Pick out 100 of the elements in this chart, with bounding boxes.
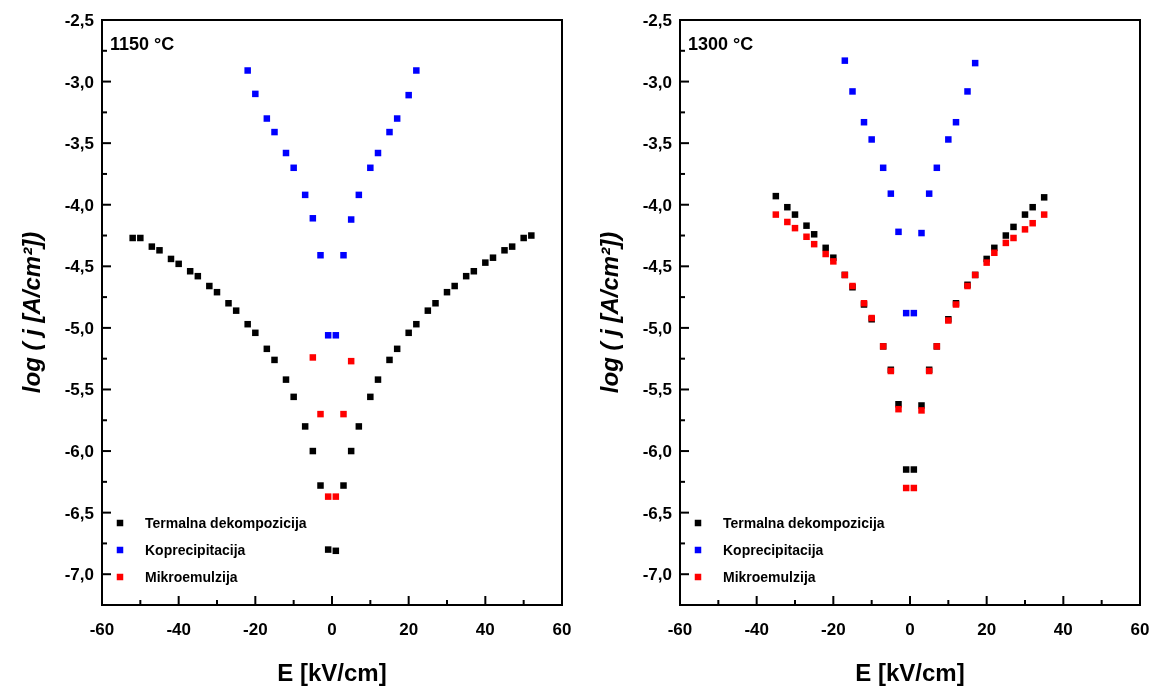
point [849, 88, 856, 95]
y-tick-label: -4,0 [64, 195, 94, 215]
point [301, 423, 309, 430]
x-axis-title: E [kV/cm] [277, 659, 387, 686]
point [206, 282, 213, 290]
y-axis-title: log ( j [A/cm²]) [596, 231, 623, 394]
y-tick-label: -3,0 [642, 72, 672, 92]
point [1021, 226, 1029, 233]
point [355, 423, 363, 430]
point [895, 228, 902, 236]
legend-label: Koprecipitacija [723, 541, 824, 558]
point [413, 320, 420, 328]
x-tick-label: 20 [399, 620, 419, 639]
x-tick-label: 0 [327, 620, 337, 639]
point [367, 164, 374, 172]
point [784, 218, 791, 226]
point [1029, 219, 1036, 227]
point [945, 136, 952, 143]
point [803, 222, 810, 229]
y-tick-label: -6,5 [642, 503, 672, 523]
x-axis-title: E [kV/cm] [855, 659, 965, 686]
point [432, 300, 439, 307]
point [347, 216, 355, 223]
x-tick-label: -60 [667, 620, 693, 639]
point [918, 407, 925, 414]
point [528, 232, 535, 239]
y-tick-label: -6,0 [642, 442, 672, 461]
y-tick-label: -3,0 [64, 72, 94, 92]
y-tick-label: -5,0 [642, 318, 672, 338]
point [1040, 211, 1048, 218]
point [784, 203, 791, 211]
y-tick-label: -2,5 [642, 10, 672, 30]
legend-label: Mikroemulzija [723, 568, 816, 585]
point [964, 88, 971, 95]
y-tick-label: -4,5 [642, 257, 672, 277]
legend-label: Mikroemulzija [145, 568, 238, 585]
point [332, 332, 340, 339]
point [332, 493, 340, 500]
point [918, 229, 925, 237]
y-tick-label: -7,0 [64, 565, 94, 585]
text: 1300 °C [688, 34, 754, 54]
point [290, 393, 297, 401]
point [810, 231, 818, 238]
point [983, 259, 990, 266]
point [309, 354, 317, 361]
legend-label: Termalna dekompozicija [145, 514, 307, 531]
point [489, 254, 497, 261]
point [895, 405, 902, 413]
point [225, 300, 232, 307]
point [868, 136, 875, 143]
legend-label: Termalna dekompozicija [723, 514, 885, 531]
point [252, 90, 259, 98]
point [772, 211, 780, 218]
y-tick-label: -6,0 [64, 442, 94, 461]
point [340, 482, 347, 489]
point [232, 307, 240, 314]
point [271, 128, 278, 136]
y-tick-label: -3,5 [642, 134, 672, 154]
x-tick-label: 0 [905, 620, 915, 639]
point [175, 260, 182, 268]
point [830, 258, 837, 265]
point [271, 356, 278, 364]
point [129, 234, 136, 242]
point [317, 410, 324, 418]
point [367, 393, 374, 401]
point [887, 190, 895, 197]
point [520, 234, 527, 242]
point [374, 376, 382, 383]
x-tick-label: 40 [1053, 620, 1073, 639]
y-tick-label: -4,5 [64, 257, 94, 277]
point [803, 233, 810, 241]
point [925, 190, 933, 197]
point [148, 243, 156, 250]
y-tick-label: -5,0 [64, 318, 94, 338]
point [309, 215, 317, 222]
point [791, 211, 799, 218]
point [991, 249, 998, 257]
legend-label: Koprecipitacija [145, 541, 246, 558]
point [1010, 234, 1017, 242]
point [386, 128, 393, 136]
y-tick-label: -3,5 [64, 134, 94, 154]
point [393, 115, 401, 122]
y-tick-label: -7,0 [642, 565, 672, 585]
point [910, 466, 918, 473]
x-tick-label: 40 [475, 620, 495, 639]
point [822, 250, 829, 258]
point [1021, 211, 1029, 218]
point [386, 356, 393, 364]
point [324, 332, 332, 339]
x-tick-label: -40 [744, 620, 769, 639]
point [1010, 223, 1017, 231]
y-axis-title: log ( j [A/cm²]) [18, 231, 45, 394]
x-tick-label: -20 [821, 620, 846, 639]
point [413, 67, 420, 74]
point [290, 164, 297, 172]
point [405, 91, 412, 99]
point [252, 329, 259, 337]
point [340, 251, 347, 259]
point [156, 247, 163, 254]
point [282, 376, 290, 383]
